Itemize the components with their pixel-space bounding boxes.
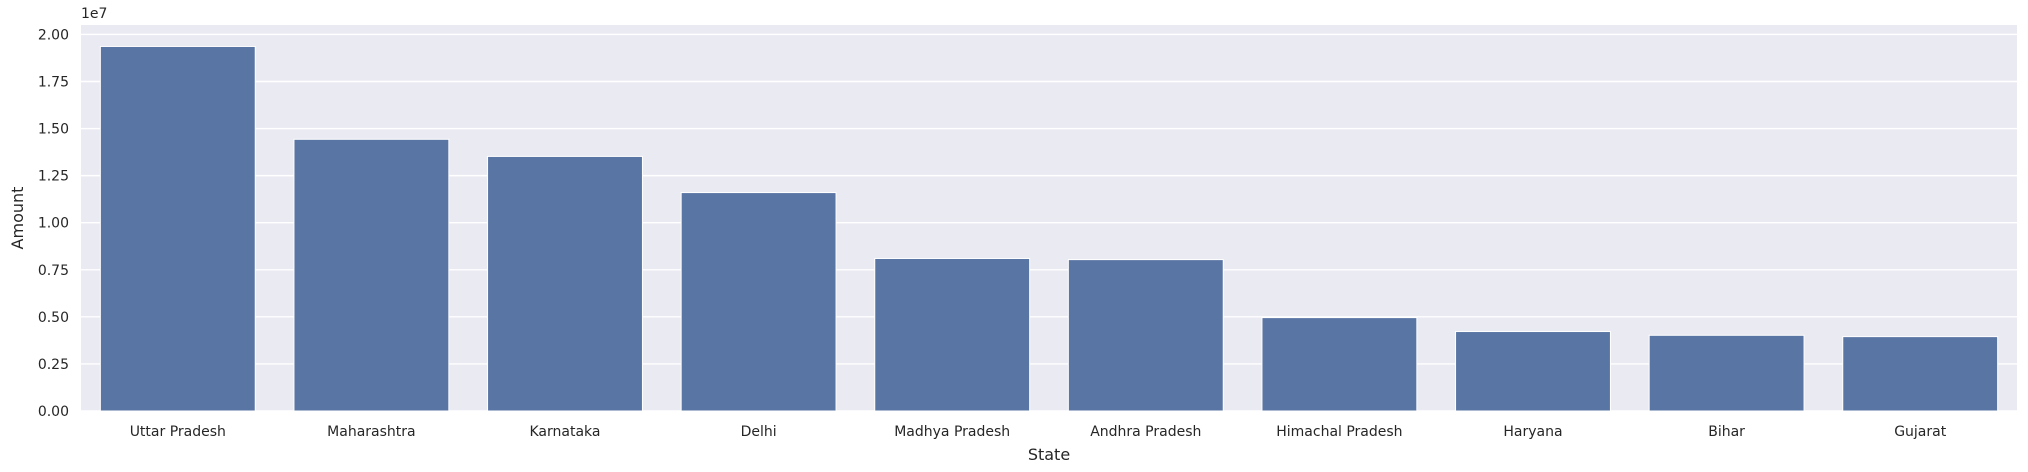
y-tick-label: 1.00 (38, 216, 69, 232)
x-axis-ticks: Uttar Pradesh Maharashtra Karnataka Delhi Ma… (130, 424, 1947, 440)
bar (1261, 317, 1418, 412)
bar (1067, 259, 1224, 412)
bar (1455, 331, 1611, 412)
bar (293, 138, 450, 412)
y-axis-offset-label: 1e7 (81, 6, 107, 22)
y-tick-label: 1.50 (38, 122, 69, 138)
y-axis-label: Amount (8, 187, 27, 250)
x-tick-label: Himachal Pradesh (1276, 424, 1402, 440)
y-tick-label: 1.25 (38, 169, 69, 185)
bar (487, 155, 643, 412)
bar (874, 257, 1031, 412)
bar (1842, 336, 1999, 412)
bars (99, 45, 1999, 412)
bar (680, 192, 837, 412)
y-tick-label: 0.75 (38, 263, 69, 279)
x-tick-label: Bihar (1708, 424, 1745, 440)
y-tick-label: 0.00 (38, 404, 69, 420)
x-tick-label: Delhi (741, 424, 777, 440)
bar (99, 45, 256, 412)
x-tick-label: Gujarat (1894, 424, 1947, 440)
y-tick-label: 1.75 (38, 74, 69, 90)
y-tick-label: 2.00 (38, 27, 69, 43)
bar (1648, 334, 1805, 412)
x-tick-label: Maharashtra (327, 424, 415, 440)
x-tick-label: Andhra Pradesh (1090, 424, 1201, 440)
x-tick-label: Uttar Pradesh (130, 424, 226, 440)
y-tick-label: 0.25 (38, 357, 69, 373)
y-axis-ticks: 0.00 0.25 0.50 0.75 1.00 1.25 1.50 1.75 2.00 (38, 27, 69, 420)
x-tick-label: Haryana (1503, 424, 1562, 440)
x-axis-label: State (1028, 445, 1070, 464)
x-tick-label: Karnataka (530, 424, 601, 440)
y-tick-label: 0.50 (38, 310, 69, 326)
x-tick-label: Madhya Pradesh (894, 424, 1010, 440)
